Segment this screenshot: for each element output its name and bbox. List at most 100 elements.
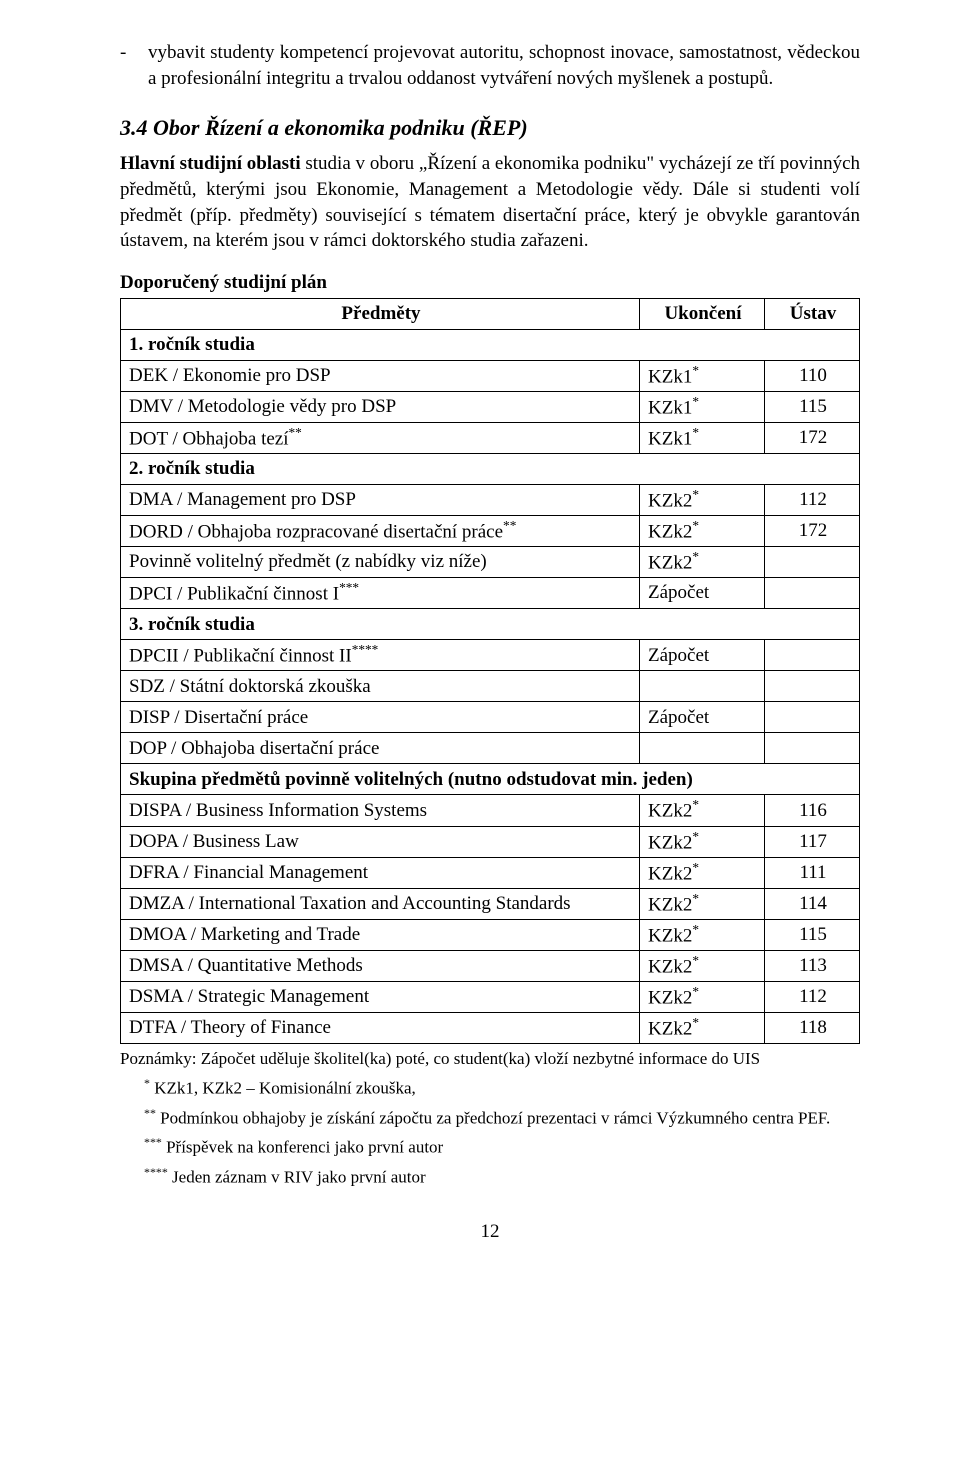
table-row: DMOA / Marketing and Trade KZk2* 115 [121, 919, 860, 950]
course-ustav: 172 [765, 423, 860, 454]
header-ukonceni: Ukončení [640, 298, 765, 329]
table-row: DSMA / Strategic Management KZk2* 112 [121, 981, 860, 1012]
course-ustav: 117 [765, 826, 860, 857]
footnote-3: *** Příspěvek na konferenci jako první a… [162, 1134, 860, 1160]
course-name: DMOA / Marketing and Trade [121, 919, 640, 950]
page-number: 12 [120, 1221, 860, 1243]
course-ustav [765, 640, 860, 671]
section-label: 2. ročník studia [121, 454, 860, 485]
course-ustav: 112 [765, 981, 860, 1012]
course-ukonceni: KZk1* [640, 360, 765, 391]
course-name: DSMA / Strategic Management [121, 981, 640, 1012]
course-ukonceni: Zápočet [640, 702, 765, 733]
table-row: DPCII / Publikační činnost II**** Zápoče… [121, 640, 860, 671]
course-ustav: 114 [765, 888, 860, 919]
course-ukonceni: KZk1* [640, 391, 765, 422]
course-name: DTFA / Theory of Finance [121, 1013, 640, 1044]
course-ustav: 115 [765, 919, 860, 950]
footnote-lead: Poznámky: Zápočet uděluje školitel(ka) p… [120, 1048, 860, 1071]
course-ustav: 116 [765, 795, 860, 826]
table-row: DMSA / Quantitative Methods KZk2* 113 [121, 950, 860, 981]
table-row: DMV / Metodologie vědy pro DSP KZk1* 115 [121, 391, 860, 422]
course-ustav [765, 702, 860, 733]
bullet-paragraph: -vybavit studenty kompetencí projevovat … [120, 40, 860, 91]
course-ukonceni: KZk2* [640, 919, 765, 950]
table-row: DOT / Obhajoba tezí** KZk1* 172 [121, 423, 860, 454]
header-predmety: Předměty [121, 298, 640, 329]
table-row: DMZA / International Taxation and Accoun… [121, 888, 860, 919]
footnotes: Poznámky: Zápočet uděluje školitel(ka) p… [120, 1048, 860, 1189]
table-header-row: Předměty Ukončení Ústav [121, 298, 860, 329]
course-ukonceni: KZk1* [640, 423, 765, 454]
course-ukonceni: KZk2* [640, 795, 765, 826]
course-name: DOP / Obhajoba disertační práce [121, 733, 640, 764]
study-plan-table: Předměty Ukončení Ústav 1. ročník studia… [120, 298, 860, 1044]
section-row-year3: 3. ročník studia [121, 609, 860, 640]
course-ustav: 115 [765, 391, 860, 422]
footnote-2: ** Podmínkou obhajoby je získání zápočtu… [162, 1105, 860, 1131]
course-name: DISP / Disertační práce [121, 702, 640, 733]
table-row: DOPA / Business Law KZk2* 117 [121, 826, 860, 857]
course-name: DEK / Ekonomie pro DSP [121, 360, 640, 391]
course-ukonceni: KZk2* [640, 950, 765, 981]
course-ustav [765, 733, 860, 764]
course-ukonceni: KZk2* [640, 547, 765, 578]
section-row-year1: 1. ročník studia [121, 329, 860, 360]
course-name: DPCI / Publikační činnost I*** [121, 578, 640, 609]
course-name: DORD / Obhajoba rozpracované disertační … [121, 516, 640, 547]
course-ukonceni: KZk2* [640, 981, 765, 1012]
plan-title: Doporučený studijní plán [120, 272, 860, 294]
header-ustav: Ústav [765, 298, 860, 329]
course-name: DISPA / Business Information Systems [121, 795, 640, 826]
course-name: DOT / Obhajoba tezí** [121, 423, 640, 454]
intro-bold: Hlavní studijní oblasti [120, 153, 301, 174]
course-name: DOPA / Business Law [121, 826, 640, 857]
course-ustav: 172 [765, 516, 860, 547]
course-name: DMZA / International Taxation and Accoun… [121, 888, 640, 919]
course-ustav [765, 578, 860, 609]
section-row-electives: Skupina předmětů povinně volitelných (nu… [121, 764, 860, 795]
course-name: SDZ / Státní doktorská zkouška [121, 671, 640, 702]
section-row-year2: 2. ročník studia [121, 454, 860, 485]
course-ustav: 111 [765, 857, 860, 888]
course-ukonceni: KZk2* [640, 826, 765, 857]
table-row: Povinně volitelný předmět (z nabídky viz… [121, 547, 860, 578]
course-name: DMA / Management pro DSP [121, 485, 640, 516]
course-name: Povinně volitelný předmět (z nabídky viz… [121, 547, 640, 578]
course-ustav: 112 [765, 485, 860, 516]
course-ukonceni: KZk2* [640, 1013, 765, 1044]
table-row: DTFA / Theory of Finance KZk2* 118 [121, 1013, 860, 1044]
footnote-1: * KZk1, KZk2 – Komisionální zkouška, [162, 1075, 860, 1101]
section-heading: 3.4 Obor Řízení a ekonomika podniku (ŘEP… [120, 115, 860, 141]
table-row: DFRA / Financial Management KZk2* 111 [121, 857, 860, 888]
course-ustav [765, 671, 860, 702]
course-ukonceni [640, 671, 765, 702]
course-ustav [765, 547, 860, 578]
table-row: DORD / Obhajoba rozpracované disertační … [121, 516, 860, 547]
table-row: DISPA / Business Information Systems KZk… [121, 795, 860, 826]
course-name: DFRA / Financial Management [121, 857, 640, 888]
table-row: SDZ / Státní doktorská zkouška [121, 671, 860, 702]
course-name: DMV / Metodologie vědy pro DSP [121, 391, 640, 422]
course-name: DPCII / Publikační činnost II**** [121, 640, 640, 671]
table-row: DPCI / Publikační činnost I*** Zápočet [121, 578, 860, 609]
table-row: DISP / Disertační práce Zápočet [121, 702, 860, 733]
section-label: 3. ročník studia [121, 609, 860, 640]
course-ustav: 110 [765, 360, 860, 391]
table-row: DMA / Management pro DSP KZk2* 112 [121, 485, 860, 516]
course-ukonceni: KZk2* [640, 485, 765, 516]
course-ukonceni: Zápočet [640, 640, 765, 671]
course-ukonceni: Zápočet [640, 578, 765, 609]
course-ukonceni: KZk2* [640, 857, 765, 888]
footnote-4: **** Jeden záznam v RIV jako první autor [162, 1164, 860, 1190]
section-label: Skupina předmětů povinně volitelných (nu… [121, 764, 860, 795]
table-row: DEK / Ekonomie pro DSP KZk1* 110 [121, 360, 860, 391]
course-ukonceni: KZk2* [640, 888, 765, 919]
bullet-text: vybavit studenty kompetencí projevovat a… [148, 42, 860, 89]
section-label: 1. ročník studia [121, 329, 860, 360]
course-ustav: 113 [765, 950, 860, 981]
page: -vybavit studenty kompetencí projevovat … [0, 0, 960, 1464]
course-name: DMSA / Quantitative Methods [121, 950, 640, 981]
course-ukonceni [640, 733, 765, 764]
bullet-dash: - [120, 40, 148, 66]
